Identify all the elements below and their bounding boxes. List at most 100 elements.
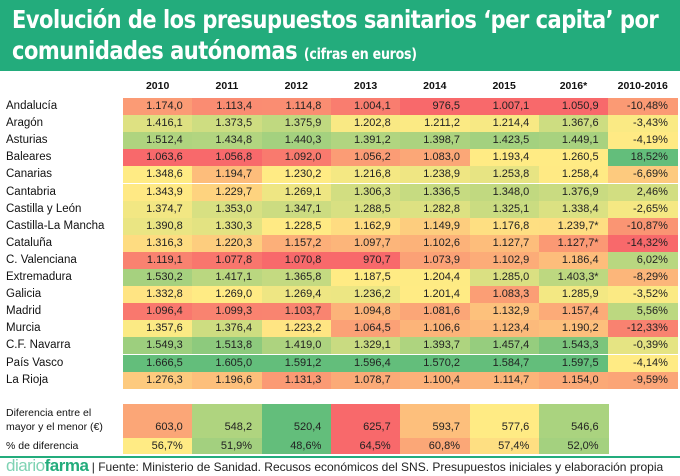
heatmap-cell: 1.419,0: [261, 337, 332, 355]
heatmap-cell: -2,65%: [608, 200, 678, 218]
summary-cell-percent: 57,4%: [469, 438, 540, 454]
heatmap-cell: 1.285,0: [469, 269, 540, 287]
heatmap-cell: -4,14%: [608, 354, 678, 372]
heatmap-cell: 1.081,6: [400, 303, 470, 321]
summary-cell-difference: 593,7: [400, 404, 470, 438]
heatmap-cell: 1.353,0: [192, 200, 263, 218]
heatmap-cell: 1.236,2: [330, 286, 401, 304]
heatmap-cell: 1.149,9: [400, 217, 470, 235]
heatmap-cell: 1.285,9: [538, 286, 609, 304]
heatmap-cell: 1.329,1: [330, 337, 401, 355]
heatmap-cell: 1.330,3: [192, 217, 263, 235]
title-banner: Evolución de los presupuestos sanitarios…: [0, 0, 680, 71]
heatmap-cell: 1.325,1: [469, 200, 540, 218]
row-label: Canarias: [6, 168, 53, 181]
heatmap-cell: 1.119,1: [123, 251, 193, 269]
heatmap-cell: 1.367,6: [538, 115, 609, 133]
heatmap-cell: 1.113,4: [192, 98, 263, 116]
heatmap-cell: 1.230,2: [261, 166, 332, 184]
heatmap-cell: 1.228,5: [261, 217, 332, 235]
heatmap-cell: 1.194,7: [192, 166, 263, 184]
heatmap-cell: 1.102,6: [400, 234, 470, 252]
heatmap-cell: 1.391,2: [330, 132, 401, 150]
heatmap-cell: 1.347,1: [261, 200, 332, 218]
heatmap-cell: 1.193,4: [469, 149, 540, 167]
heatmap-cell: 2,46%: [608, 183, 678, 201]
heatmap-cell: 1.348,0: [469, 183, 540, 201]
heatmap-cell: 1.596,4: [330, 354, 401, 372]
heatmap-cell: 1.229,7: [192, 183, 263, 201]
heatmap-cell: 1.154,0: [538, 371, 609, 389]
summary-cell-difference: 546,6: [538, 404, 609, 438]
heatmap-cell: 1.106,6: [400, 320, 470, 338]
row-label: Baleares: [6, 151, 52, 164]
heatmap-cell: 1.416,1: [123, 115, 193, 133]
summary-cell-difference: 577,6: [469, 404, 540, 438]
logo-diario: diario: [6, 456, 45, 475]
heatmap-cell: 1.269,0: [192, 286, 263, 304]
summary-cell-percent: 60,8%: [400, 438, 470, 454]
heatmap-cell: 1.176,8: [469, 217, 540, 235]
column-header: 2012: [284, 80, 308, 92]
heatmap-cell: 1.316,3: [123, 234, 193, 252]
summary-cell-percent: 52,0%: [538, 438, 609, 454]
heatmap-cell: 1.073,9: [400, 251, 470, 269]
heatmap-cell: 1.666,5: [123, 354, 193, 372]
heatmap-cell: 1.190,2: [538, 320, 609, 338]
heatmap-cell: 1.092,0: [261, 149, 332, 167]
heatmap-cell: 1.288,5: [330, 200, 401, 218]
summary-cell-difference: 548,2: [192, 404, 263, 438]
row-label: País Vasco: [6, 356, 64, 369]
heatmap-cell: 1.223,2: [261, 320, 332, 338]
heatmap-cell: 1.202,8: [330, 115, 401, 133]
row-label: Asturias: [6, 134, 48, 147]
heatmap-cell: 1.127,7: [469, 234, 540, 252]
heatmap-cell: 1.132,9: [469, 303, 540, 321]
heatmap-cell: 1.591,2: [261, 354, 332, 372]
heatmap-cell: 1.216,8: [330, 166, 401, 184]
row-label: C. Valenciana: [6, 253, 77, 266]
heatmap-cell: 1.097,7: [330, 234, 401, 252]
heatmap-cell: 1.103,7: [261, 303, 332, 321]
heatmap-cell: 1.403,3*: [538, 269, 609, 287]
summary-cell-difference: 603,0: [123, 404, 193, 438]
heatmap-cell: 1.373,5: [192, 115, 263, 133]
heatmap-cell: 1.096,4: [123, 303, 193, 321]
heatmap-cell: 1.375,9: [261, 115, 332, 133]
row-label: Extremadura: [6, 271, 72, 283]
heatmap-cell: 1.348,6: [123, 166, 193, 184]
heatmap-cell: -8,29%: [608, 269, 678, 287]
heatmap-cell: 1.196,6: [192, 371, 263, 389]
heatmap-cell: -3,52%: [608, 286, 678, 304]
heatmap-cell: 1.157,2: [261, 234, 332, 252]
heatmap-cell: 1.282,8: [400, 200, 470, 218]
heatmap-cell: 1.365,8: [261, 269, 332, 287]
heatmap-cell: 1.056,8: [192, 149, 263, 167]
heatmap-cell: 1.440,3: [261, 132, 332, 150]
footer-rule: [0, 456, 680, 458]
column-header: 2010-2016: [617, 80, 668, 92]
row-label: La Rioja: [6, 373, 49, 386]
heatmap-cell: 1.336,5: [400, 183, 470, 201]
heatmap-cell: 1.434,8: [192, 132, 263, 150]
row-label: Madrid: [6, 305, 42, 318]
heatmap-cell: 1.201,4: [400, 286, 470, 304]
summary-cell-percent: 64,5%: [330, 438, 401, 454]
heatmap-cell: 1.064,5: [330, 320, 401, 338]
heatmap-cell: 1.162,9: [330, 217, 401, 235]
heatmap-cell: 1.083,0: [400, 149, 470, 167]
heatmap-cell: 1.343,9: [123, 183, 193, 201]
heatmap-cell: -9,59%: [608, 371, 678, 389]
heatmap-cell: 5,56%: [608, 303, 678, 321]
heatmap-cell: 1.204,4: [400, 269, 470, 287]
heatmap-cell: 1.570,2: [400, 354, 470, 372]
heatmap-cell: 1.512,4: [123, 132, 193, 150]
column-header: 2016*: [559, 80, 588, 92]
heatmap-cell: -12,33%: [608, 320, 678, 338]
summary-cell-percent: 56,7%: [123, 438, 193, 454]
row-label: Cantabria: [6, 185, 56, 198]
row-label: Cataluña: [6, 236, 53, 249]
heatmap-cell: 1.070,8: [261, 251, 332, 269]
title-line-2-main: comunidades autónomas: [12, 36, 304, 65]
heatmap-cell: -4,19%: [608, 132, 678, 150]
